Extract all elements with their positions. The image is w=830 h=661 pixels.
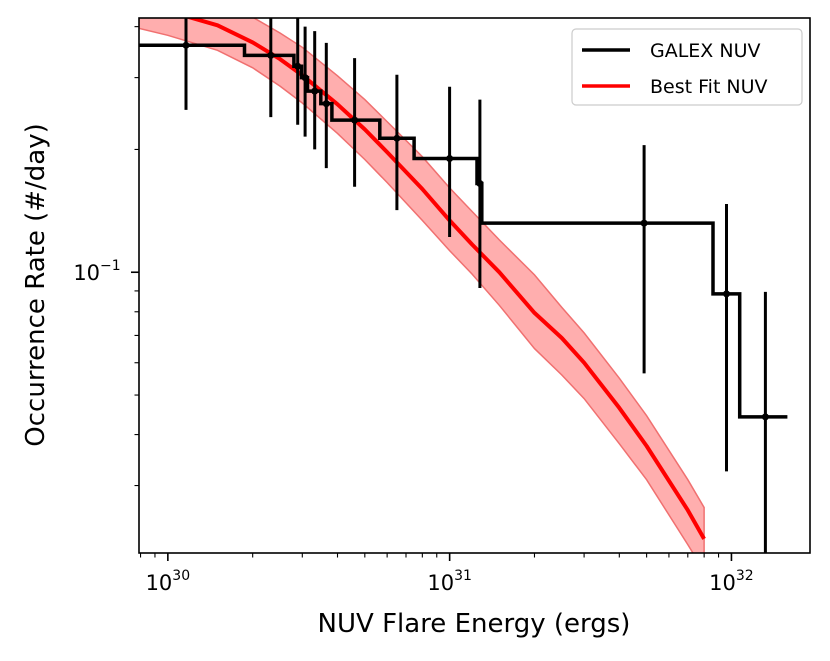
plot-background xyxy=(139,18,810,553)
galex-nuv-point xyxy=(294,62,302,70)
galex-nuv-point xyxy=(311,87,319,95)
galex-nuv-point xyxy=(267,51,275,59)
galex-nuv-point xyxy=(476,180,484,187)
galex-nuv-point xyxy=(351,116,359,124)
galex-nuv-point xyxy=(761,413,769,421)
legend-label-galex-nuv: GALEX NUV xyxy=(650,40,760,62)
legend: GALEX NUV Best Fit NUV xyxy=(571,28,803,106)
x-tick-label: 1030 xyxy=(146,568,191,595)
galex-nuv-point xyxy=(393,134,401,142)
legend-label-best-fit-nuv: Best Fit NUV xyxy=(650,76,768,98)
x-tick-label: 1032 xyxy=(709,568,754,595)
galex-nuv-point xyxy=(322,100,330,108)
galex-nuv-point xyxy=(723,290,730,298)
y-tick-label: 10−1 xyxy=(73,258,120,285)
x-tick-label: 1031 xyxy=(427,568,472,595)
best-fit-line xyxy=(184,18,706,540)
galex-nuv-point xyxy=(182,41,190,49)
galex-nuv-point xyxy=(640,219,648,227)
x-axis-label: NUV Flare Energy (ergs) xyxy=(318,609,631,639)
y-axis-label: Occurrence Rate (#/day) xyxy=(21,123,51,446)
galex-nuv-point xyxy=(446,155,454,162)
galex-nuv-point xyxy=(301,74,309,82)
plot-frame xyxy=(138,17,811,554)
